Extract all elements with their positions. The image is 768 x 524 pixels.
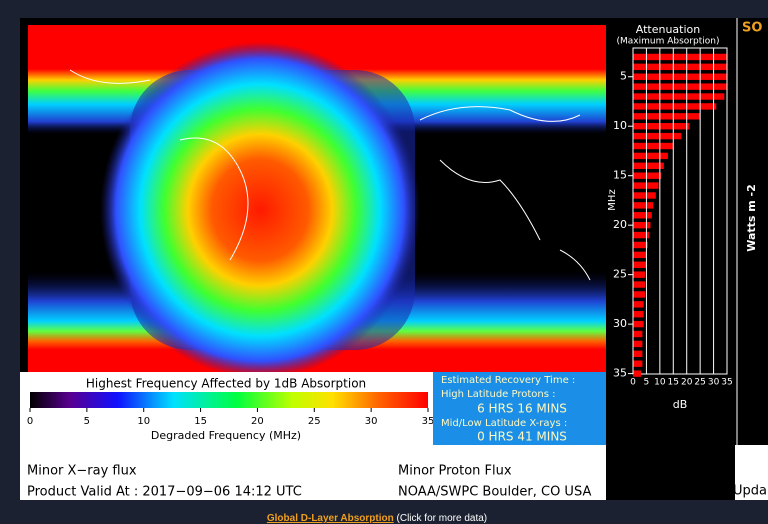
x-tick-label: 0: [630, 378, 636, 388]
status-xray: Minor X−ray flux: [27, 464, 137, 479]
right-panel-footer: Upda: [733, 484, 767, 499]
y-axis-label: MHz: [607, 189, 618, 210]
bar: [633, 231, 650, 239]
right-panel-title: SO: [742, 21, 762, 36]
legend-title: Highest Frequency Affected by 1dB Absorp…: [86, 377, 366, 391]
color-bar-ticks: 0 5 10 15 20 25 30 35: [27, 408, 435, 427]
status-valid: Product Valid At : 2017−09−06 14:12 UTC: [27, 485, 302, 500]
x-tick-label: 20: [681, 378, 693, 388]
bar: [633, 261, 647, 268]
bar: [633, 291, 646, 298]
y-tick-label: 10: [613, 119, 627, 132]
color-bar-tick-label: 0: [27, 416, 33, 427]
recovery-low-value: 0 HRS 41 MINS: [477, 430, 567, 444]
x-tick-label: 25: [694, 378, 705, 388]
bar: [633, 152, 668, 160]
recovery-box: [433, 372, 606, 445]
color-bar-tick-label: 15: [194, 416, 207, 427]
bar: [633, 370, 642, 377]
bar: [633, 83, 727, 90]
y-tick-label: 30: [613, 317, 627, 330]
bar: [633, 103, 717, 110]
status-proton: Minor Proton Flux: [398, 464, 512, 479]
chart-title: Attenuation: [636, 23, 701, 36]
color-bar-tick-label: 10: [137, 416, 150, 427]
x-tick-label: 5: [644, 378, 650, 388]
bar: [633, 182, 659, 189]
y-tick-label: 20: [613, 218, 627, 231]
color-bar-tick-label: 30: [365, 416, 378, 427]
footer-link[interactable]: Global D-Layer Absorption: [267, 513, 394, 524]
x-tick-label: 10: [654, 378, 666, 388]
color-bar-tick-label: 5: [84, 416, 90, 427]
bar: [633, 221, 651, 229]
map-absorption: [100, 42, 420, 378]
status-box: [20, 445, 606, 500]
bar: [633, 301, 644, 308]
bar: [633, 162, 664, 169]
bar: [633, 241, 648, 249]
footer: Global D-Layer Absorption (Click for mor…: [267, 513, 487, 524]
right-panel-ylabel: Watts m -2: [745, 184, 758, 252]
right-panel-footer-box: [735, 445, 768, 500]
bar: [633, 172, 662, 179]
y-tick-label: 5: [620, 70, 627, 83]
bar: [633, 212, 652, 219]
recovery-low-label: Mid/Low Latitude X-rays :: [441, 418, 567, 429]
bar: [633, 123, 690, 130]
bar: [633, 132, 682, 140]
status-source: NOAA/SWPC Boulder, CO USA: [398, 485, 591, 500]
bar: [633, 271, 646, 278]
right-panel: [735, 18, 768, 500]
legend-box: [20, 372, 433, 445]
chart-subtitle: (Maximum Absorption): [617, 37, 720, 47]
x-axis-label: dB: [673, 398, 688, 411]
bar: [633, 73, 727, 80]
bar: [633, 142, 674, 150]
bar: [633, 113, 701, 120]
color-bar-tick-label: 20: [251, 416, 264, 427]
x-tick-label: 30: [708, 378, 720, 388]
recovery-high-label: High Latitude Protons :: [441, 389, 556, 400]
bar: [633, 202, 654, 209]
color-bar: [30, 392, 428, 408]
x-tick-label: 15: [668, 378, 679, 388]
bar: [633, 281, 646, 288]
y-tick-label: 35: [613, 367, 627, 380]
bar: [633, 350, 643, 358]
bar: [633, 330, 643, 338]
bar: [633, 360, 643, 367]
bar: [633, 53, 727, 61]
footer-note: (Click for more data): [397, 513, 488, 524]
attenuation-chart: Attenuation (Maximum Absorption) MHz dB …: [607, 23, 733, 411]
recovery-title: Estimated Recovery Time :: [441, 375, 575, 386]
x-tick-label: 35: [721, 378, 732, 388]
bar: [633, 93, 725, 100]
bar: [633, 251, 647, 259]
bar: [633, 311, 644, 318]
coastlines: [69, 69, 591, 281]
recovery-high-value: 6 HRS 16 MINS: [477, 402, 567, 416]
color-bar-tick-label: 25: [308, 416, 321, 427]
y-tick-label: 15: [613, 169, 627, 182]
color-bar-tick-label: 35: [422, 416, 435, 427]
bar: [633, 192, 656, 199]
bar: [633, 320, 644, 328]
legend-xlabel: Degraded Frequency (MHz): [151, 429, 301, 442]
bar: [633, 340, 643, 348]
bar: [633, 63, 727, 71]
y-tick-label: 25: [613, 268, 627, 281]
